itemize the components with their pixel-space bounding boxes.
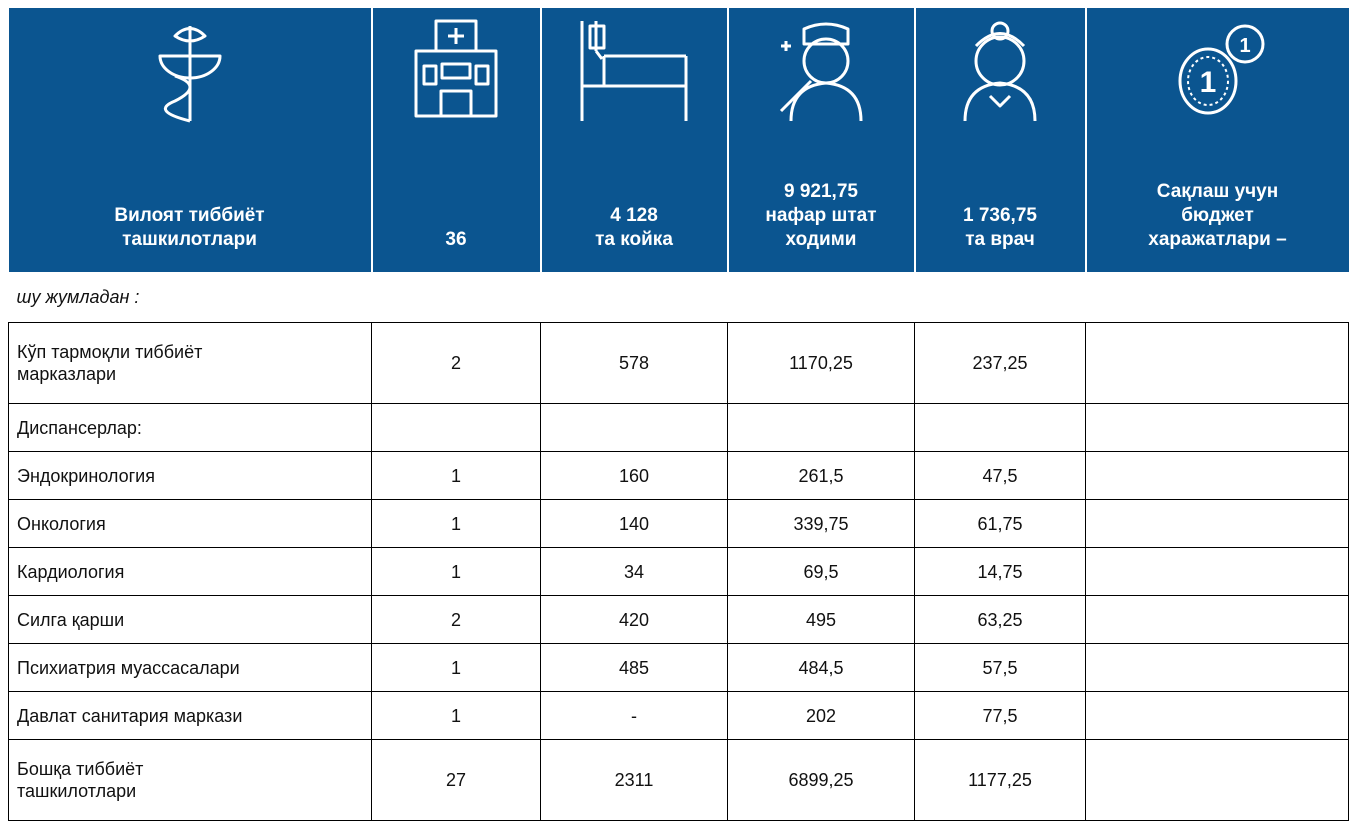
table-cell: 261,5 bbox=[727, 451, 915, 500]
table-cell: 63,25 bbox=[914, 595, 1086, 644]
table-cell: 1 bbox=[371, 691, 541, 740]
header-icon bbox=[145, 16, 235, 126]
table-cell: Эндокринология bbox=[8, 451, 372, 500]
header-cell: Вилоят тиббиёт ташкилотлари bbox=[8, 8, 372, 272]
header-content: 1 1 Сақлаш учун бюджет харажатлари – bbox=[1087, 8, 1349, 272]
table-cell: Кардиология bbox=[8, 547, 372, 596]
table-row: Кўп тармоқли тиббиёт марказлари 2 578 1170,… bbox=[8, 322, 1349, 404]
table-cell: 485 bbox=[540, 643, 728, 692]
table-row: Бошқа тиббиёт ташкилотлари 27 2311 6899,25 1… bbox=[8, 739, 1349, 821]
table-cell: Диспансерлар: bbox=[8, 403, 372, 452]
table-cell: 202 bbox=[727, 691, 915, 740]
table-cell: 1 bbox=[371, 643, 541, 692]
table-cell: 495 bbox=[727, 595, 915, 644]
table-cell: Давлат санитария маркази bbox=[8, 691, 372, 740]
table-cell: 1170,25 bbox=[727, 322, 915, 404]
table-cell: 27 bbox=[371, 739, 541, 821]
header-cell: 36 bbox=[370, 8, 541, 272]
empty-cell bbox=[914, 403, 1086, 452]
table-cell: 339,75 bbox=[727, 499, 915, 548]
table-cell: 69,5 bbox=[727, 547, 915, 596]
header-text: Сақлаш учун бюджет харажатлари – bbox=[1148, 181, 1287, 250]
table-cell: 1 bbox=[371, 451, 541, 500]
table-cell: 578 bbox=[540, 322, 728, 404]
empty-cell bbox=[1085, 322, 1349, 404]
empty-cell bbox=[1085, 499, 1349, 548]
table-cell: 77,5 bbox=[914, 691, 1086, 740]
svg-text:1: 1 bbox=[1239, 35, 1250, 57]
table-row: Онкология 1 140 339,75 61,75 bbox=[8, 499, 1349, 548]
header-icon bbox=[766, 16, 876, 126]
empty-cell bbox=[1085, 547, 1349, 596]
empty-cell bbox=[1085, 691, 1349, 740]
empty-cell bbox=[371, 403, 541, 452]
table-row: Кардиология 1 34 69,5 14,75 bbox=[8, 547, 1349, 596]
table-cell: 1 bbox=[371, 499, 541, 548]
empty-cell bbox=[1085, 643, 1349, 692]
header-cell: 9 921,75 нафар штат ходими bbox=[726, 8, 915, 272]
empty-cell bbox=[1085, 403, 1349, 452]
table-row: Эндокринология 1 160 261,5 47,5 bbox=[8, 451, 1349, 500]
header-text: Вилоят тиббиёт ташкилотлари bbox=[114, 205, 265, 250]
empty-cell bbox=[1085, 451, 1349, 500]
org-table: Вилоят тиббиёт ташкилотлари 36 4 128 та ко… bbox=[8, 8, 1349, 821]
header-icon bbox=[950, 16, 1050, 126]
header-text: 36 bbox=[445, 229, 467, 250]
table-cell: Бошқа тиббиёт ташкилотлари bbox=[8, 739, 372, 821]
empty-cell bbox=[540, 403, 728, 452]
header-text: 9 921,75 нафар штат ходими bbox=[765, 181, 877, 250]
table-cell: 1 bbox=[371, 547, 541, 596]
table-cell: 57,5 bbox=[914, 643, 1086, 692]
table-row: Психиатрия муассасалари 1 485 484,5 57,5 bbox=[8, 643, 1349, 692]
table-cell: 34 bbox=[540, 547, 728, 596]
header-cell: 1 1 Сақлаш учун бюджет харажатлари – bbox=[1084, 8, 1349, 272]
table-cell: 2 bbox=[371, 595, 541, 644]
table-cell: Силга қарши bbox=[8, 595, 372, 644]
header-icon bbox=[406, 16, 506, 126]
header-content: 1 736,75 та врач bbox=[916, 8, 1085, 272]
header-content: 4 128 та койка bbox=[542, 8, 727, 272]
note-row: шу жумладан : bbox=[9, 272, 1349, 323]
table-cell: 2 bbox=[371, 322, 541, 404]
empty-cell bbox=[1085, 739, 1349, 821]
table-cell: 484,5 bbox=[727, 643, 915, 692]
header-content: Вилоят тиббиёт ташкилотлари bbox=[9, 8, 371, 272]
table-cell: 140 bbox=[540, 499, 728, 548]
table-row: Диспансерлар: bbox=[8, 403, 1349, 452]
table-cell: 61,75 bbox=[914, 499, 1086, 548]
header-icon bbox=[574, 16, 694, 126]
table-cell: Онкология bbox=[8, 499, 372, 548]
table-cell: 2311 bbox=[540, 739, 728, 821]
svg-text:1: 1 bbox=[1199, 66, 1216, 99]
empty-cell bbox=[727, 403, 915, 452]
empty-cell bbox=[1085, 595, 1349, 644]
section-note: шу жумладан : bbox=[16, 287, 140, 307]
header-content: 9 921,75 нафар штат ходими bbox=[729, 8, 914, 272]
table-cell: 1177,25 bbox=[914, 739, 1086, 821]
table-cell: 47,5 bbox=[914, 451, 1086, 500]
table-cell: Психиатрия муассасалари bbox=[8, 643, 372, 692]
table-row: Давлат санитария маркази 1-202 77,5 bbox=[8, 691, 1349, 740]
header-content: 36 bbox=[373, 8, 540, 272]
table-cell: 237,25 bbox=[914, 322, 1086, 404]
header-cell: 1 736,75 та врач bbox=[913, 8, 1086, 272]
table-cell: - bbox=[540, 691, 728, 740]
header-text: 4 128 та койка bbox=[595, 205, 673, 250]
table-row: Силга қарши 2 420 495 63,25 bbox=[8, 595, 1349, 644]
table-cell: Кўп тармоқли тиббиёт марказлари bbox=[8, 322, 372, 404]
table-cell: 6899,25 bbox=[727, 739, 915, 821]
header-cell: 4 128 та койка bbox=[539, 8, 728, 272]
header-text: 1 736,75 та врач bbox=[963, 205, 1037, 250]
header-row: Вилоят тиббиёт ташкилотлари 36 4 128 та ко… bbox=[8, 8, 1349, 272]
table-body: шу жумладан : Кўп тармоқли тиббиёт марказ… bbox=[8, 272, 1349, 821]
table-cell: 160 bbox=[540, 451, 728, 500]
table-cell: 420 bbox=[540, 595, 728, 644]
table-cell: 14,75 bbox=[914, 547, 1086, 596]
